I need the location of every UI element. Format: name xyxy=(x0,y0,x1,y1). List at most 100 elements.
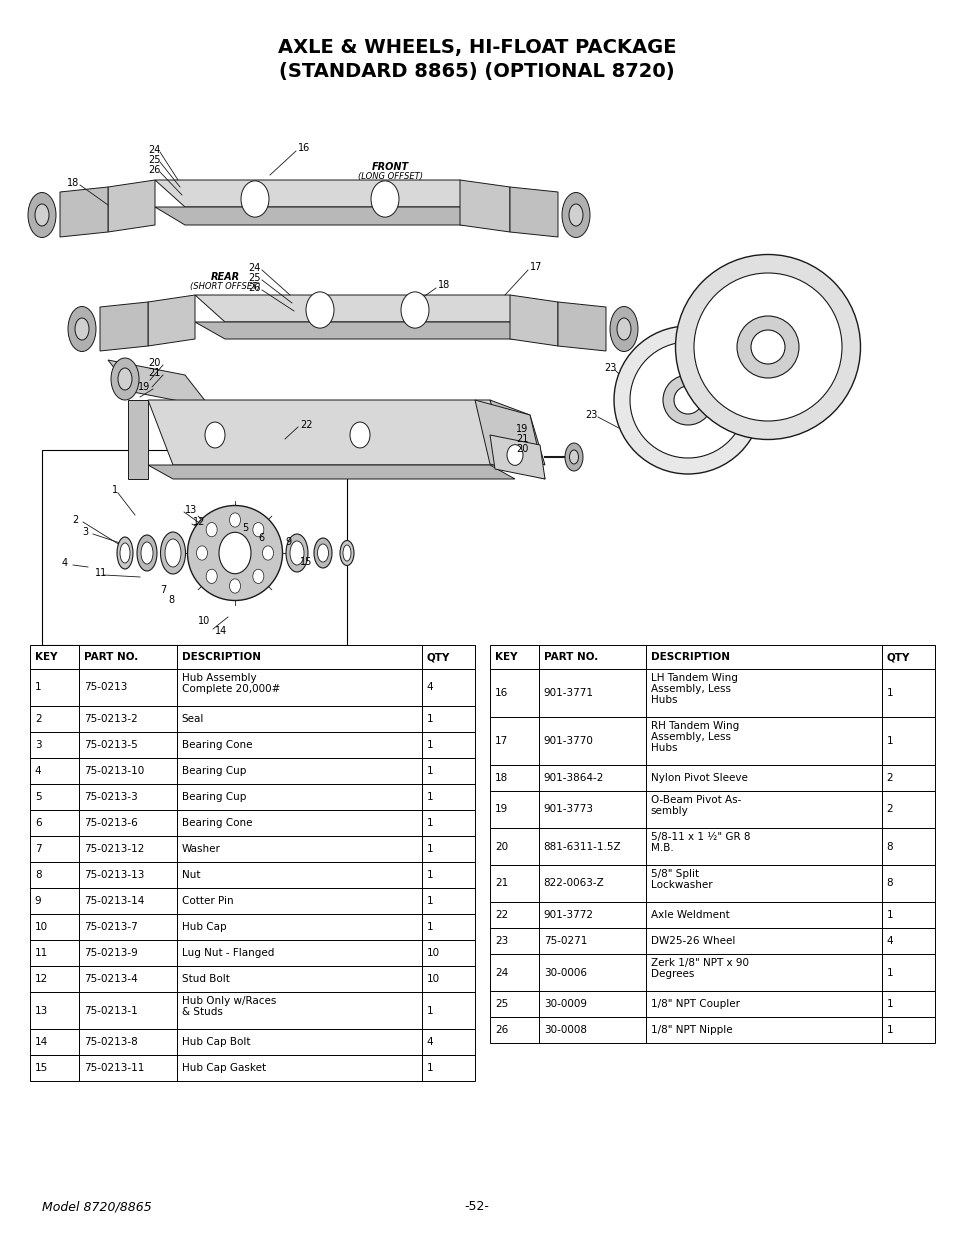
Bar xyxy=(421,758,475,784)
Text: 23: 23 xyxy=(495,936,508,946)
Polygon shape xyxy=(490,435,544,479)
Text: 9: 9 xyxy=(285,537,291,547)
Text: 8: 8 xyxy=(34,869,41,881)
Polygon shape xyxy=(510,295,558,346)
Bar xyxy=(421,669,475,706)
Bar xyxy=(490,953,538,990)
Text: KEY: KEY xyxy=(495,652,517,662)
Text: O-Beam Pivot As-: O-Beam Pivot As- xyxy=(650,794,740,805)
Bar xyxy=(421,645,475,669)
Ellipse shape xyxy=(141,542,152,564)
Bar xyxy=(538,645,645,669)
Polygon shape xyxy=(475,400,544,479)
Bar xyxy=(421,810,475,836)
Text: 1: 1 xyxy=(885,688,892,698)
Bar xyxy=(30,966,79,992)
Ellipse shape xyxy=(188,505,282,600)
Bar xyxy=(645,669,881,718)
Ellipse shape xyxy=(35,204,49,226)
Text: 7: 7 xyxy=(34,844,41,853)
Bar xyxy=(421,1029,475,1055)
Text: 1: 1 xyxy=(426,897,433,906)
Text: 30-0006: 30-0006 xyxy=(543,967,586,977)
Circle shape xyxy=(205,422,225,448)
Polygon shape xyxy=(194,322,539,338)
Text: 4: 4 xyxy=(62,558,68,568)
Bar xyxy=(881,669,934,718)
Text: PART NO.: PART NO. xyxy=(543,652,598,662)
Text: 901-3772: 901-3772 xyxy=(543,910,593,920)
Text: 8: 8 xyxy=(168,595,174,605)
Text: LH Tandem Wing: LH Tandem Wing xyxy=(650,673,737,683)
Ellipse shape xyxy=(662,375,712,425)
Bar xyxy=(176,862,421,888)
Ellipse shape xyxy=(561,193,589,237)
Bar xyxy=(176,732,421,758)
Text: 1/8" NPT Coupler: 1/8" NPT Coupler xyxy=(650,999,739,1009)
Text: 75-0213-10: 75-0213-10 xyxy=(84,766,144,776)
Bar xyxy=(79,810,176,836)
Text: QTY: QTY xyxy=(885,652,909,662)
Text: 10: 10 xyxy=(426,948,439,958)
Text: 3: 3 xyxy=(34,740,41,750)
Text: 20: 20 xyxy=(495,841,507,851)
Ellipse shape xyxy=(314,538,332,568)
Bar xyxy=(881,927,934,953)
Bar xyxy=(645,790,881,827)
Ellipse shape xyxy=(68,306,96,352)
Bar xyxy=(421,732,475,758)
Text: 20: 20 xyxy=(516,445,528,454)
Bar xyxy=(176,784,421,810)
Bar xyxy=(176,669,421,706)
Text: 17: 17 xyxy=(495,736,508,746)
Bar xyxy=(176,645,421,669)
Text: 3: 3 xyxy=(82,527,88,537)
Ellipse shape xyxy=(693,273,841,421)
Ellipse shape xyxy=(118,368,132,390)
Text: (LONG OFFSET): (LONG OFFSET) xyxy=(357,173,422,182)
Text: 18: 18 xyxy=(67,178,79,188)
Bar xyxy=(30,914,79,940)
Text: 881-6311-1.5Z: 881-6311-1.5Z xyxy=(543,841,620,851)
Ellipse shape xyxy=(564,443,582,471)
Circle shape xyxy=(206,522,217,537)
Text: Complete 20,000#: Complete 20,000# xyxy=(181,684,279,694)
Text: 19: 19 xyxy=(516,424,528,433)
Text: Hub Cap: Hub Cap xyxy=(181,923,226,932)
Bar xyxy=(538,953,645,990)
Ellipse shape xyxy=(160,532,185,574)
Text: Nylon Pivot Sleeve: Nylon Pivot Sleeve xyxy=(650,773,746,783)
Text: 75-0213-2: 75-0213-2 xyxy=(84,714,137,724)
Bar xyxy=(30,732,79,758)
Bar xyxy=(421,888,475,914)
Bar xyxy=(79,914,176,940)
Bar xyxy=(881,790,934,827)
Bar xyxy=(176,706,421,732)
Bar xyxy=(176,1029,421,1055)
Ellipse shape xyxy=(165,538,181,567)
Polygon shape xyxy=(459,180,510,232)
Text: (SHORT OFFSET): (SHORT OFFSET) xyxy=(190,283,260,291)
Text: 24: 24 xyxy=(248,263,260,273)
Text: 25: 25 xyxy=(148,156,160,165)
Bar xyxy=(490,1016,538,1044)
Bar xyxy=(538,1016,645,1044)
Circle shape xyxy=(262,546,274,561)
Bar xyxy=(538,990,645,1016)
Ellipse shape xyxy=(629,342,745,458)
Bar xyxy=(490,718,538,764)
Bar xyxy=(79,758,176,784)
Polygon shape xyxy=(108,180,154,232)
Text: Cotter Pin: Cotter Pin xyxy=(181,897,233,906)
Text: Stud Bolt: Stud Bolt xyxy=(181,974,230,984)
Text: FRONT: FRONT xyxy=(371,162,408,172)
Text: 11: 11 xyxy=(34,948,48,958)
Text: Hub Only w/Races: Hub Only w/Races xyxy=(181,995,275,1005)
Text: 75-0213-4: 75-0213-4 xyxy=(84,974,137,984)
Ellipse shape xyxy=(673,387,701,414)
Text: 10: 10 xyxy=(198,616,210,626)
Bar xyxy=(645,718,881,764)
Text: 4: 4 xyxy=(885,936,892,946)
Bar xyxy=(30,810,79,836)
Text: (STANDARD 8865) (OPTIONAL 8720): (STANDARD 8865) (OPTIONAL 8720) xyxy=(279,62,674,82)
